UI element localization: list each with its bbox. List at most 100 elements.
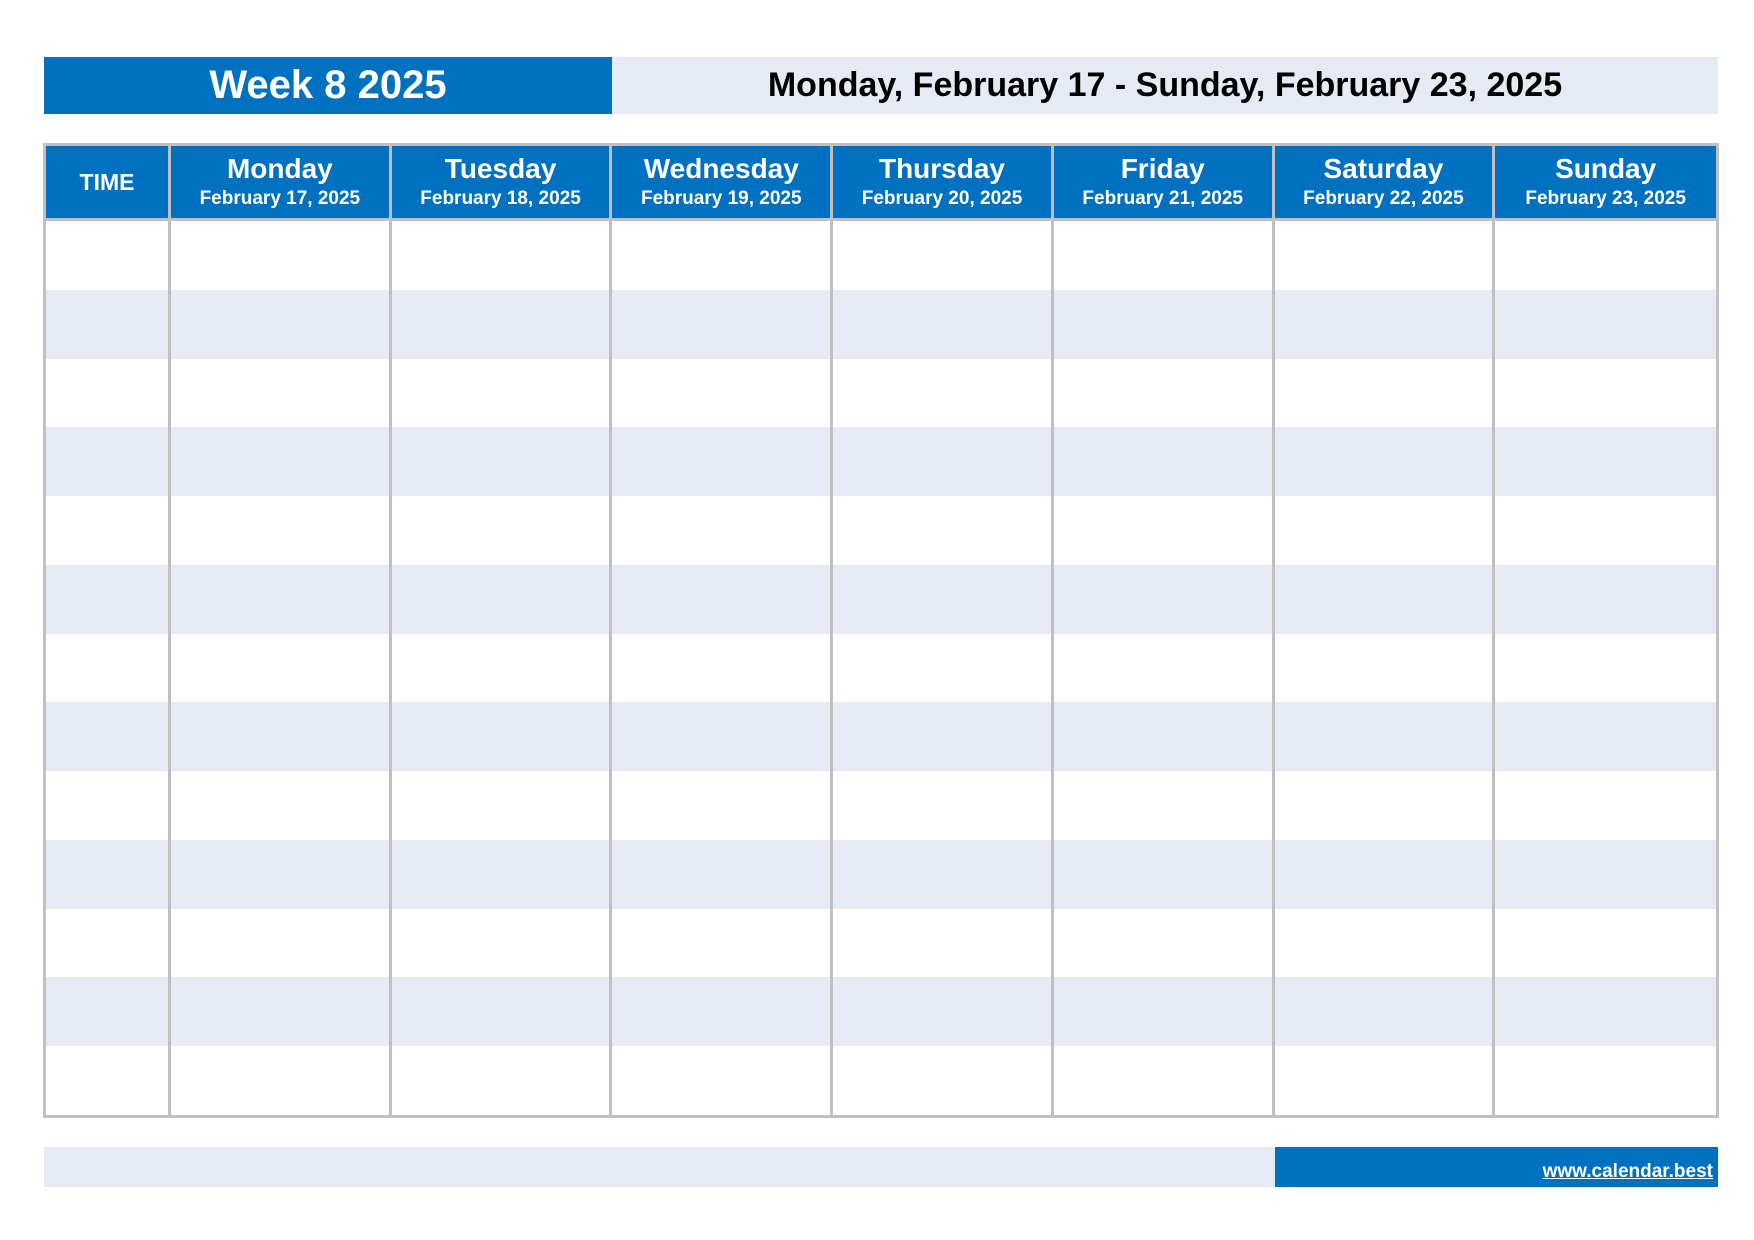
planner-cell[interactable] bbox=[171, 702, 392, 772]
planner-cell[interactable] bbox=[1054, 358, 1275, 428]
planner-cell[interactable] bbox=[1495, 496, 1716, 565]
planner-cell[interactable] bbox=[1495, 564, 1716, 634]
planner-cell[interactable] bbox=[612, 221, 834, 290]
planner-cell[interactable] bbox=[833, 771, 1054, 840]
planner-cell[interactable] bbox=[833, 908, 1054, 978]
planner-cell[interactable] bbox=[1275, 358, 1496, 428]
planner-cell[interactable] bbox=[391, 564, 613, 634]
planner-cell[interactable] bbox=[171, 564, 392, 634]
planner-cell[interactable] bbox=[392, 633, 613, 703]
planner-cell[interactable] bbox=[392, 1046, 613, 1115]
planner-cell[interactable] bbox=[1053, 289, 1275, 359]
time-slot-cell[interactable] bbox=[46, 1046, 171, 1115]
planner-cell[interactable] bbox=[171, 633, 392, 703]
planner-cell[interactable] bbox=[171, 839, 392, 909]
planner-cell[interactable] bbox=[1054, 908, 1275, 978]
planner-cell[interactable] bbox=[171, 358, 392, 428]
planner-cell[interactable] bbox=[1274, 977, 1496, 1047]
planner-cell[interactable] bbox=[612, 839, 834, 909]
planner-cell[interactable] bbox=[833, 221, 1054, 290]
planner-cell[interactable] bbox=[1274, 702, 1496, 772]
time-slot-cell[interactable] bbox=[46, 289, 171, 359]
planner-cell[interactable] bbox=[1275, 221, 1496, 290]
time-slot-cell[interactable] bbox=[46, 633, 171, 703]
planner-cell[interactable] bbox=[171, 496, 392, 565]
planner-cell[interactable] bbox=[171, 977, 392, 1047]
planner-cell[interactable] bbox=[392, 771, 613, 840]
planner-cell[interactable] bbox=[171, 221, 392, 290]
planner-cell[interactable] bbox=[1054, 1046, 1275, 1115]
planner-cell[interactable] bbox=[1495, 1046, 1716, 1115]
planner-cell[interactable] bbox=[833, 633, 1054, 703]
planner-cell[interactable] bbox=[1495, 909, 1716, 978]
planner-cell[interactable] bbox=[1495, 427, 1716, 497]
planner-cell[interactable] bbox=[1495, 702, 1716, 772]
planner-cell[interactable] bbox=[391, 427, 613, 497]
planner-cell[interactable] bbox=[833, 289, 1054, 359]
planner-cell[interactable] bbox=[171, 908, 392, 978]
time-slot-cell[interactable] bbox=[46, 839, 171, 909]
planner-cell[interactable] bbox=[1275, 771, 1496, 840]
planner-cell[interactable] bbox=[612, 564, 834, 634]
planner-cell[interactable] bbox=[612, 633, 834, 703]
planner-cell[interactable] bbox=[1054, 771, 1275, 840]
planner-cell[interactable] bbox=[1053, 564, 1275, 634]
planner-cell[interactable] bbox=[612, 977, 834, 1047]
time-slot-cell[interactable] bbox=[46, 908, 171, 978]
planner-cell[interactable] bbox=[392, 221, 613, 290]
planner-cell[interactable] bbox=[833, 496, 1054, 565]
planner-cell[interactable] bbox=[1054, 633, 1275, 703]
time-slot-cell[interactable] bbox=[46, 771, 171, 840]
planner-cell[interactable] bbox=[1274, 564, 1496, 634]
planner-cell[interactable] bbox=[392, 496, 613, 565]
planner-cell[interactable] bbox=[1275, 1046, 1496, 1115]
planner-cell[interactable] bbox=[171, 1046, 392, 1115]
planner-cell[interactable] bbox=[1275, 633, 1496, 703]
planner-cell[interactable] bbox=[1495, 839, 1716, 909]
planner-cell[interactable] bbox=[391, 289, 613, 359]
planner-cell[interactable] bbox=[1274, 289, 1496, 359]
planner-cell[interactable] bbox=[1495, 634, 1716, 703]
planner-cell[interactable] bbox=[171, 289, 392, 359]
planner-cell[interactable] bbox=[171, 427, 392, 497]
planner-cell[interactable] bbox=[1495, 359, 1716, 428]
time-slot-cell[interactable] bbox=[46, 221, 171, 290]
planner-cell[interactable] bbox=[1495, 289, 1716, 359]
planner-cell[interactable] bbox=[1053, 702, 1275, 772]
planner-cell[interactable] bbox=[392, 358, 613, 428]
planner-cell[interactable] bbox=[833, 1046, 1054, 1115]
time-slot-cell[interactable] bbox=[46, 427, 171, 497]
planner-cell[interactable] bbox=[1053, 977, 1275, 1047]
planner-cell[interactable] bbox=[833, 977, 1054, 1047]
planner-cell[interactable] bbox=[1274, 427, 1496, 497]
time-slot-cell[interactable] bbox=[46, 702, 171, 772]
planner-cell[interactable] bbox=[1054, 221, 1275, 290]
planner-cell[interactable] bbox=[1495, 771, 1716, 840]
planner-cell[interactable] bbox=[1495, 977, 1716, 1047]
planner-cell[interactable] bbox=[833, 358, 1054, 428]
planner-cell[interactable] bbox=[392, 908, 613, 978]
planner-cell[interactable] bbox=[391, 839, 613, 909]
planner-cell[interactable] bbox=[1275, 496, 1496, 565]
planner-cell[interactable] bbox=[1054, 496, 1275, 565]
planner-cell[interactable] bbox=[391, 702, 613, 772]
planner-cell[interactable] bbox=[612, 771, 834, 840]
planner-cell[interactable] bbox=[612, 496, 834, 565]
planner-cell[interactable] bbox=[1495, 221, 1716, 290]
time-slot-cell[interactable] bbox=[46, 496, 171, 565]
planner-cell[interactable] bbox=[612, 358, 834, 428]
time-slot-cell[interactable] bbox=[46, 977, 171, 1047]
planner-cell[interactable] bbox=[1053, 839, 1275, 909]
planner-cell[interactable] bbox=[1053, 427, 1275, 497]
planner-cell[interactable] bbox=[612, 289, 834, 359]
planner-cell[interactable] bbox=[833, 702, 1054, 772]
planner-cell[interactable] bbox=[171, 771, 392, 840]
planner-cell[interactable] bbox=[612, 908, 834, 978]
website-link[interactable]: www.calendar.best bbox=[1542, 1161, 1713, 1182]
time-slot-cell[interactable] bbox=[46, 564, 171, 634]
planner-cell[interactable] bbox=[833, 564, 1054, 634]
time-slot-cell[interactable] bbox=[46, 358, 171, 428]
planner-cell[interactable] bbox=[1274, 839, 1496, 909]
planner-cell[interactable] bbox=[391, 977, 613, 1047]
planner-cell[interactable] bbox=[612, 702, 834, 772]
